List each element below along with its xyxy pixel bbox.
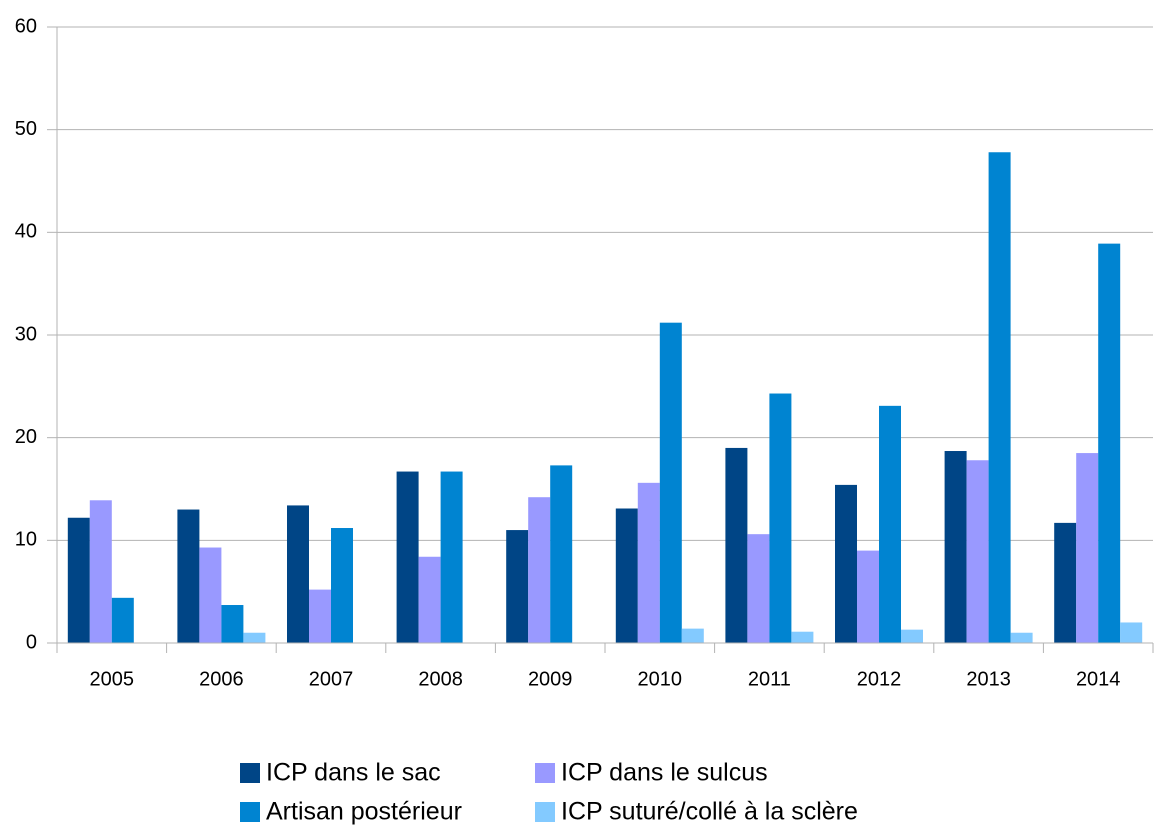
bar [243,632,266,643]
bar [528,497,551,643]
bar [67,517,90,643]
bar [879,405,901,643]
bar [1054,522,1077,643]
legend-swatch [240,802,260,822]
bar [287,505,309,643]
y-tick-label: 10 [15,529,37,551]
bar [747,534,770,643]
bar [681,628,704,643]
bar [440,471,463,643]
bar [901,629,923,643]
bar [177,509,200,643]
x-tick-label: 2006 [199,668,244,690]
bar [331,528,353,643]
legend-swatch [240,763,260,783]
bar [857,550,879,643]
bar [791,631,814,643]
legend: ICP dans le sac ICP dans le sulcus Artisan… [240,759,858,826]
bar [835,484,857,643]
bar [1010,632,1033,643]
x-tick-label: 2013 [966,668,1011,690]
x-tick-label: 2008 [418,668,463,690]
bar [725,447,748,643]
bar [769,393,792,643]
x-tick-label: 2007 [309,668,354,690]
bar [659,322,682,643]
bar [944,451,967,643]
bar [615,508,638,643]
x-tick-label: 2012 [857,668,902,690]
bar [550,465,573,643]
bar [89,500,112,643]
bar [396,471,419,643]
bar [418,556,441,643]
y-tick-label: 30 [15,323,37,345]
y-tick-label: 0 [26,631,37,653]
y-tick-label: 20 [15,426,37,448]
y-tick-label: 50 [15,118,37,140]
bar [221,605,244,643]
bar [966,460,989,643]
x-tick-label: 2010 [638,668,683,690]
legend-label: ICP dans le sulcus [561,759,768,787]
x-tick-label: 2009 [528,668,573,690]
bar [111,597,134,643]
legend-swatch [535,763,555,783]
bar [637,482,660,643]
bar [1098,243,1121,644]
legend-label: ICP suturé/collé à la sclère [561,798,858,826]
legend-swatch [535,802,555,822]
y-tick-label: 60 [15,15,37,37]
x-tick-label: 2014 [1076,668,1121,690]
bar [506,530,529,643]
bar [1076,453,1099,643]
y-tick-label: 40 [15,221,37,243]
bar [988,152,1011,643]
bar [1120,622,1143,643]
bar [199,547,222,643]
bar [309,589,331,643]
legend-label: Artisan postérieur [266,798,462,826]
x-tick-label: 2005 [90,668,135,690]
x-tick-label: 2011 [748,668,791,690]
legend-label: ICP dans le sac [266,759,441,787]
